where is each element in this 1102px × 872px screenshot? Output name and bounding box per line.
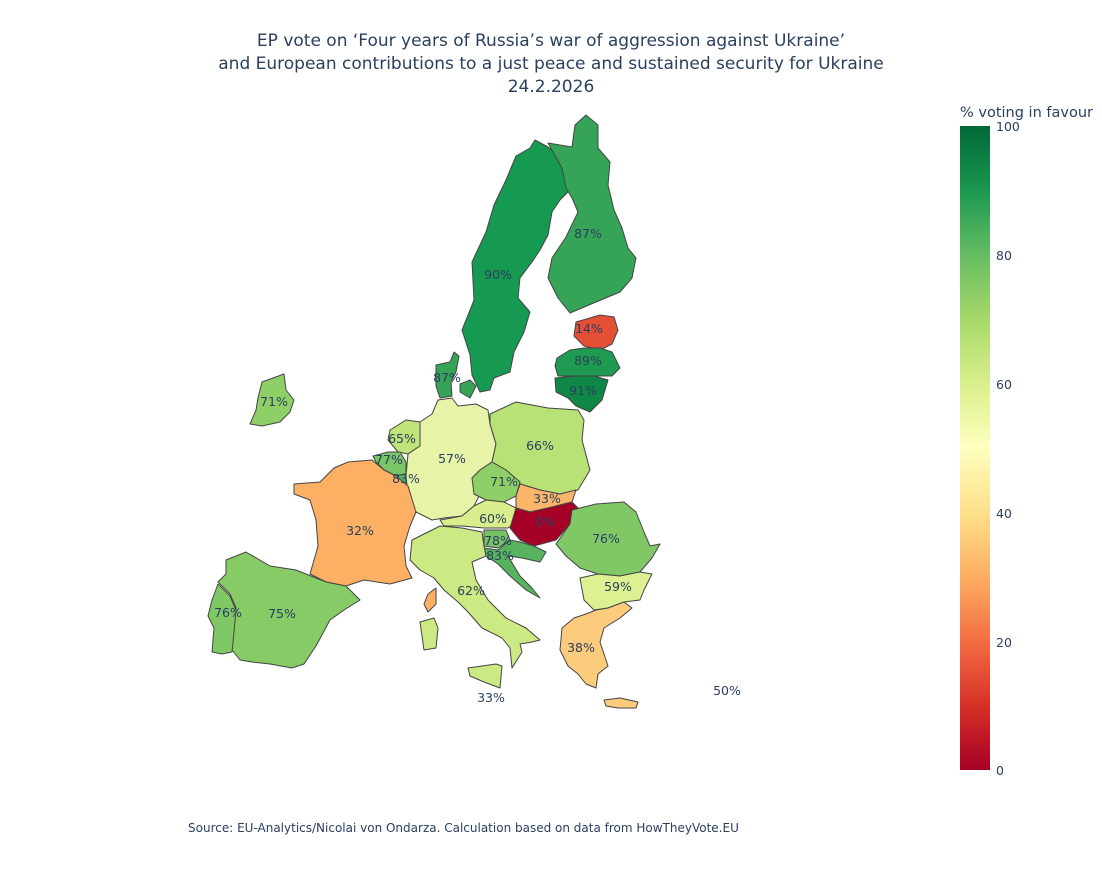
chart-title-line1: EP vote on ‘Four years of Russia’s war o… (256, 31, 846, 51)
country-italy[interactable] (409, 525, 541, 669)
country-sicily[interactable] (467, 663, 503, 689)
country-ireland[interactable] (249, 373, 295, 427)
value-label-latvia: 89% (574, 353, 602, 368)
value-label-greece: 38% (567, 640, 595, 655)
country-spain[interactable] (217, 551, 361, 669)
value-label-malta: 33% (477, 690, 505, 705)
value-label-lithuania: 91% (569, 383, 597, 398)
value-label-poland: 66% (526, 438, 554, 453)
country-finland[interactable] (547, 114, 637, 314)
colorbar-tick-40: 40 (996, 506, 1012, 521)
country-bulgaria[interactable] (579, 571, 653, 611)
value-label-netherlands: 65% (388, 431, 416, 446)
value-label-slovakia: 33% (533, 491, 561, 506)
value-label-germany: 57% (438, 451, 466, 466)
country-lithuania[interactable] (554, 375, 609, 413)
colorbar (960, 126, 990, 770)
country-portugal[interactable] (207, 583, 237, 655)
chart-title-line3: 24.2.2026 (507, 77, 595, 97)
colorbar-tick-80: 80 (996, 248, 1012, 263)
value-label-croatia: 83% (486, 548, 514, 563)
country-corsica[interactable] (423, 587, 437, 613)
value-label-france: 32% (346, 523, 374, 538)
country-france[interactable] (293, 459, 417, 587)
colorbar-tick-60: 60 (996, 377, 1012, 392)
country-latvia[interactable] (554, 347, 621, 377)
country-denmark[interactable] (435, 351, 477, 399)
value-label-austria: 60% (479, 511, 507, 526)
chart-title: EP vote on ‘Four years of Russia’s war o… (0, 30, 1102, 99)
chart-title-line2: and European contributions to a just pea… (218, 54, 884, 74)
country-greece[interactable] (559, 601, 633, 689)
country-croatia[interactable] (483, 539, 547, 599)
value-label-ireland: 71% (260, 394, 288, 409)
country-sardinia[interactable] (419, 617, 439, 651)
value-label-finland: 87% (574, 226, 602, 241)
value-label-cyprus: 50% (713, 683, 741, 698)
country-estonia[interactable] (573, 314, 619, 351)
value-label-luxembourg: 83% (392, 471, 420, 486)
source-note: Source: EU-Analytics/Nicolai von Ondarza… (188, 821, 739, 835)
colorbar-title: % voting in favour (960, 105, 1093, 121)
value-label-belgium: 77% (375, 452, 403, 467)
value-label-spain: 75% (268, 606, 296, 621)
value-label-denmark: 87% (433, 370, 461, 385)
country-romania[interactable] (555, 501, 661, 577)
colorbar-tick-100: 100 (996, 119, 1020, 134)
country-crete[interactable] (603, 697, 639, 709)
value-label-czechia: 71% (490, 474, 518, 489)
value-label-bulgaria: 59% (604, 579, 632, 594)
colorbar-tick-20: 20 (996, 635, 1012, 650)
value-label-hungary: 0% (535, 514, 555, 529)
colorbar-tick-0: 0 (996, 763, 1004, 778)
value-label-portugal: 76% (214, 605, 242, 620)
value-label-sweden: 90% (484, 267, 512, 282)
value-label-italy: 62% (457, 583, 485, 598)
value-label-slovenia: 78% (484, 533, 512, 548)
country-sweden[interactable] (461, 139, 571, 393)
value-label-romania: 76% (592, 531, 620, 546)
value-label-estonia: 14% (575, 321, 603, 336)
